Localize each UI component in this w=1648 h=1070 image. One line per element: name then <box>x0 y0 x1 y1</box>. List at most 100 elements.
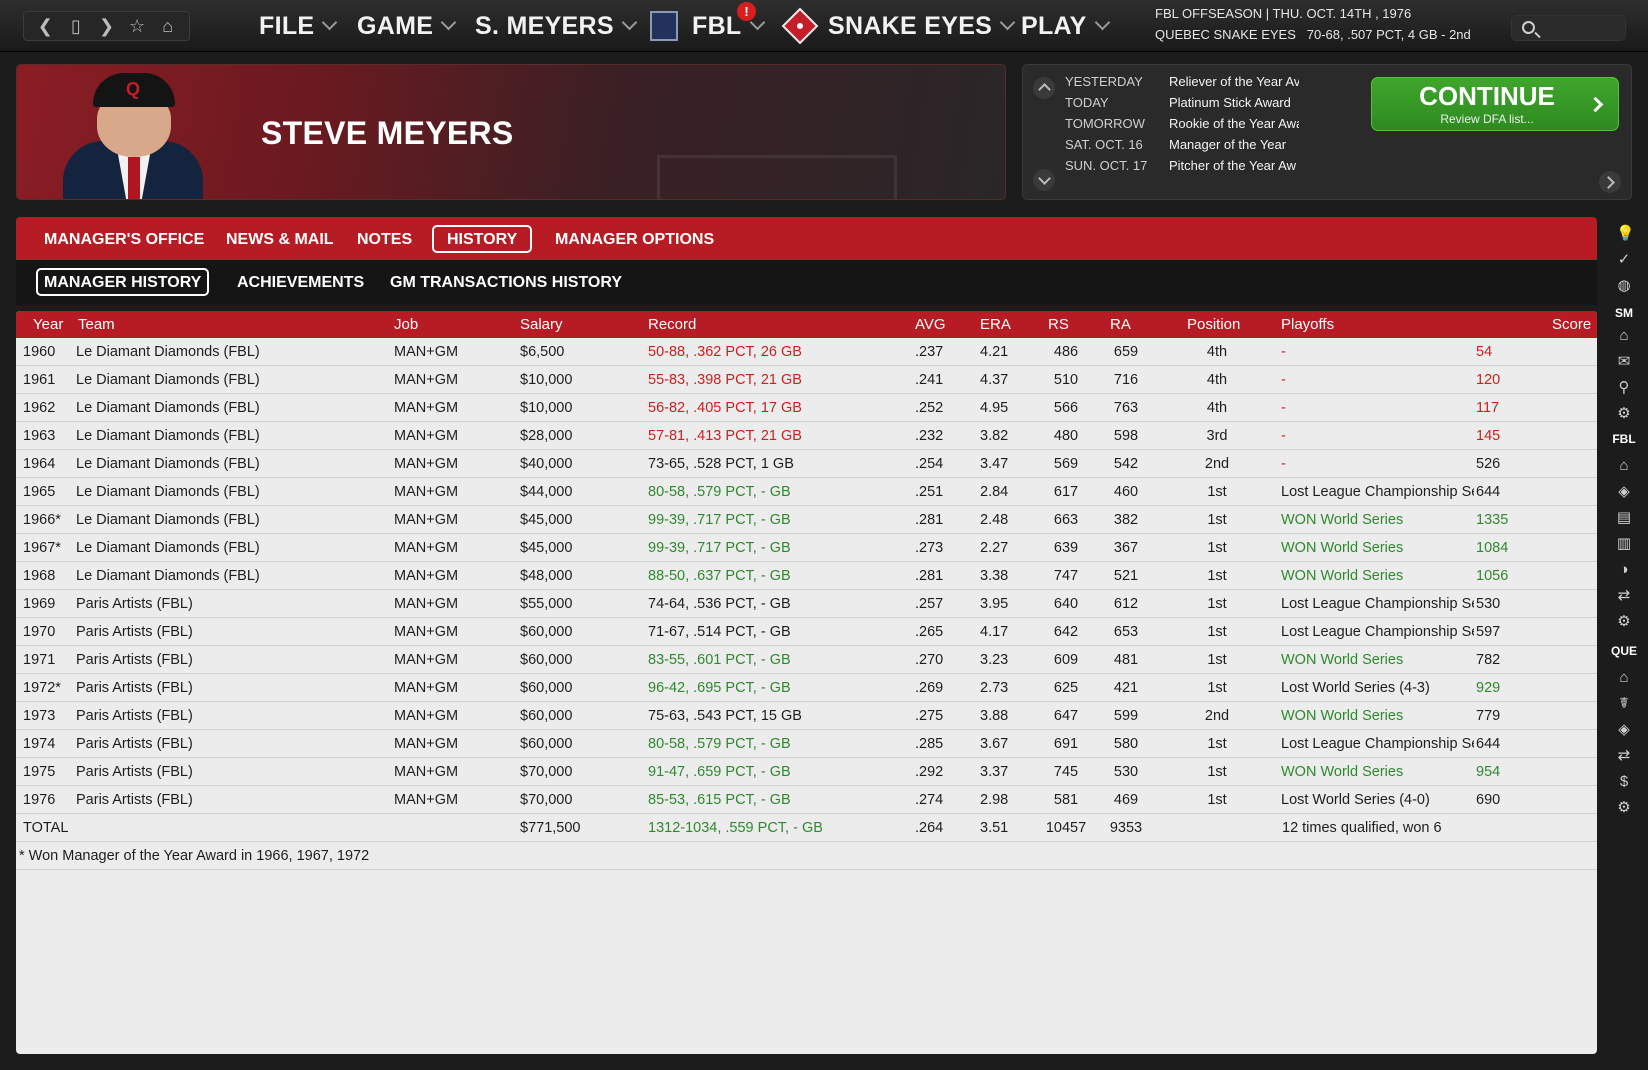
table-row[interactable]: 1975 Paris Artists (FBL) MAN+GM $70,000 91-4… <box>16 758 1597 786</box>
table-row[interactable]: 1967* Le Diamant Diamonds (FBL) MAN+GM $45,… <box>16 534 1597 562</box>
back-arrow-icon[interactable]: ❮ <box>37 16 53 36</box>
main-tabs: MANAGER'S OFFICE NEWS & MAIL NOTES HISTO… <box>16 217 1597 260</box>
cell-position: 1st <box>1207 680 1227 696</box>
schedule-item[interactable]: SUN. OCT. 17 Pitcher of the Year Aw <box>1065 155 1299 176</box>
tab-managers-office[interactable]: MANAGER'S OFFICE <box>44 231 205 248</box>
table-row[interactable]: 1962 Le Diamant Diamonds (FBL) MAN+GM $10,0… <box>16 394 1597 422</box>
diamond-icon[interactable]: ◈ <box>1618 721 1630 738</box>
globe-icon[interactable]: ◍ <box>1617 277 1631 294</box>
cell-position: 4th <box>1206 372 1228 388</box>
cell-position: 1st <box>1207 596 1227 612</box>
cell-era: 3.67 <box>980 736 1009 752</box>
cell-position: 4th <box>1206 400 1228 416</box>
schedule-item[interactable]: YESTERDAY Reliever of the Year Av <box>1065 71 1299 92</box>
schedule-item[interactable]: SAT. OCT. 16 Manager of the Year <box>1065 134 1299 155</box>
table-row[interactable]: 1976 Paris Artists (FBL) MAN+GM $70,000 85-5… <box>16 786 1597 814</box>
transfer-icon[interactable]: ⇄ <box>1617 747 1631 764</box>
table-row[interactable]: 1971 Paris Artists (FBL) MAN+GM $60,000 83-5… <box>16 646 1597 674</box>
home-icon[interactable]: ⌂ <box>162 16 174 36</box>
transfer-icon[interactable]: ⇄ <box>1617 587 1631 604</box>
status-info: FBL OFFSEASON | THU. OCT. 14TH , 1976 QU… <box>1155 3 1471 45</box>
column-header-position[interactable]: Position <box>1187 316 1241 333</box>
menu-manager[interactable]: S. MEYERS <box>475 9 638 43</box>
column-header-playoffs[interactable]: Playoffs <box>1281 316 1335 333</box>
search-input[interactable] <box>1511 15 1626 41</box>
page-icon[interactable]: ▯ <box>70 16 81 36</box>
column-header-year[interactable]: Year <box>33 316 64 333</box>
schedule-event: Pitcher of the Year Aw <box>1169 158 1296 173</box>
mail-icon[interactable]: ✉ <box>1617 353 1631 370</box>
bar-chart-icon[interactable]: ▥ <box>1616 535 1632 552</box>
dollar-icon[interactable]: $ <box>1619 773 1629 790</box>
continue-button[interactable]: CONTINUE Review DFA list... <box>1371 77 1619 131</box>
tab-history[interactable]: HISTORY <box>432 225 533 253</box>
table-row[interactable]: 1960 Le Diamant Diamonds (FBL) MAN+GM $6,50… <box>16 338 1597 366</box>
menu-file[interactable]: FILE <box>259 9 338 43</box>
schedule-day: TOMORROW <box>1065 116 1145 131</box>
cell-team: Le Diamant Diamonds (FBL) <box>76 540 260 556</box>
tab-achievements[interactable]: ACHIEVEMENTS <box>237 274 365 291</box>
column-header-record[interactable]: Record <box>648 316 697 333</box>
table-row[interactable]: 1964 Le Diamant Diamonds (FBL) MAN+GM $40,0… <box>16 450 1597 478</box>
tab-manager-options[interactable]: MANAGER OPTIONS <box>555 231 715 248</box>
column-header-salary[interactable]: Salary <box>520 316 563 333</box>
cell-avg: .237 <box>915 344 944 360</box>
cell-era: 4.37 <box>980 372 1009 388</box>
cell-team: Paris Artists (FBL) <box>76 736 193 752</box>
tab-manager-history[interactable]: MANAGER HISTORY <box>36 268 210 296</box>
cell-avg: .274 <box>915 792 944 808</box>
cell-record: 80-58, .579 PCT, - GB <box>648 484 791 500</box>
diamond-icon[interactable]: ◈ <box>1618 483 1630 500</box>
home-icon[interactable]: ⌂ <box>1619 457 1629 474</box>
schedule-item[interactable]: TOMORROW Rookie of the Year Awa <box>1065 113 1299 134</box>
gear-icon[interactable]: ⚙ <box>1617 799 1631 816</box>
lightbulb-icon[interactable]: 💡 <box>1616 225 1635 242</box>
column-header-team[interactable]: Team <box>78 316 115 333</box>
forward-arrow-icon[interactable]: ❯ <box>98 16 115 36</box>
checkmark-icon[interactable]: ✓ <box>1617 251 1631 268</box>
fbl-logo-icon <box>650 11 678 41</box>
table-row[interactable]: 1974 Paris Artists (FBL) MAN+GM $60,000 80-5… <box>16 730 1597 758</box>
schedule-item[interactable]: TODAY Platinum Stick Award <box>1065 92 1299 113</box>
column-header-ra[interactable]: RA <box>1110 316 1131 333</box>
menu-play[interactable]: PLAY <box>1021 9 1110 43</box>
cell-salary: $60,000 <box>520 652 573 668</box>
id-card-icon[interactable]: ▤ <box>1616 509 1632 526</box>
column-header-rs[interactable]: RS <box>1048 316 1069 333</box>
table-row[interactable]: 1968 Le Diamant Diamonds (FBL) MAN+GM $48,0… <box>16 562 1597 590</box>
stethoscope-icon[interactable]: ☤ <box>1618 695 1630 712</box>
table-row[interactable]: 1966* Le Diamant Diamonds (FBL) MAN+GM $45,… <box>16 506 1597 534</box>
menu-fbl[interactable]: FBL <box>692 9 765 43</box>
table-row[interactable]: 1972* Paris Artists (FBL) MAN+GM $60,000 96-… <box>16 674 1597 702</box>
cell-playoffs: WON World Series <box>1281 708 1404 724</box>
tab-gm-transactions-history[interactable]: GM TRANSACTIONS HISTORY <box>390 274 623 291</box>
column-header-avg[interactable]: AVG <box>915 316 946 333</box>
search-icon[interactable]: ⚲ <box>1618 379 1630 396</box>
menu-game[interactable]: GAME <box>357 9 457 43</box>
table-row[interactable]: 1965 Le Diamant Diamonds (FBL) MAN+GM $44,0… <box>16 478 1597 506</box>
home-icon[interactable]: ⌂ <box>1619 669 1629 686</box>
manager-header: Q STEVE MEYERS <box>16 64 1006 200</box>
scroll-down-icon[interactable] <box>1033 169 1055 191</box>
menu-team[interactable]: SNAKE EYES <box>828 9 1016 43</box>
table-row[interactable]: 1970 Paris Artists (FBL) MAN+GM $60,000 71-6… <box>16 618 1597 646</box>
expand-icon[interactable] <box>1599 171 1621 193</box>
table-row[interactable]: 1961 Le Diamant Diamonds (FBL) MAN+GM $10,0… <box>16 366 1597 394</box>
home-icon[interactable]: ⌂ <box>1619 327 1629 344</box>
table-row[interactable]: 1973 Paris Artists (FBL) MAN+GM $60,000 75-6… <box>16 702 1597 730</box>
table-row[interactable]: 1963 Le Diamant Diamonds (FBL) MAN+GM $28,0… <box>16 422 1597 450</box>
baseball-icon[interactable]: ◑ <box>1619 561 1629 578</box>
cell-playoffs: Lost World Series (4-3) <box>1281 680 1430 696</box>
table-row[interactable]: 1969 Paris Artists (FBL) MAN+GM $55,000 74-6… <box>16 590 1597 618</box>
tab-news-mail[interactable]: NEWS & MAIL <box>226 231 334 248</box>
menu-game-label: GAME <box>357 11 434 40</box>
gear-icon[interactable]: ⚙ <box>1617 613 1631 630</box>
cell-year: 1969 <box>23 596 56 612</box>
scroll-up-icon[interactable] <box>1033 77 1055 99</box>
column-header-job[interactable]: Job <box>394 316 419 333</box>
star-icon[interactable]: ☆ <box>129 16 146 36</box>
gear-icon[interactable]: ⚙ <box>1617 405 1631 422</box>
column-header-score[interactable]: Score <box>1552 316 1592 333</box>
tab-notes[interactable]: NOTES <box>357 231 413 248</box>
column-header-era[interactable]: ERA <box>980 316 1011 333</box>
